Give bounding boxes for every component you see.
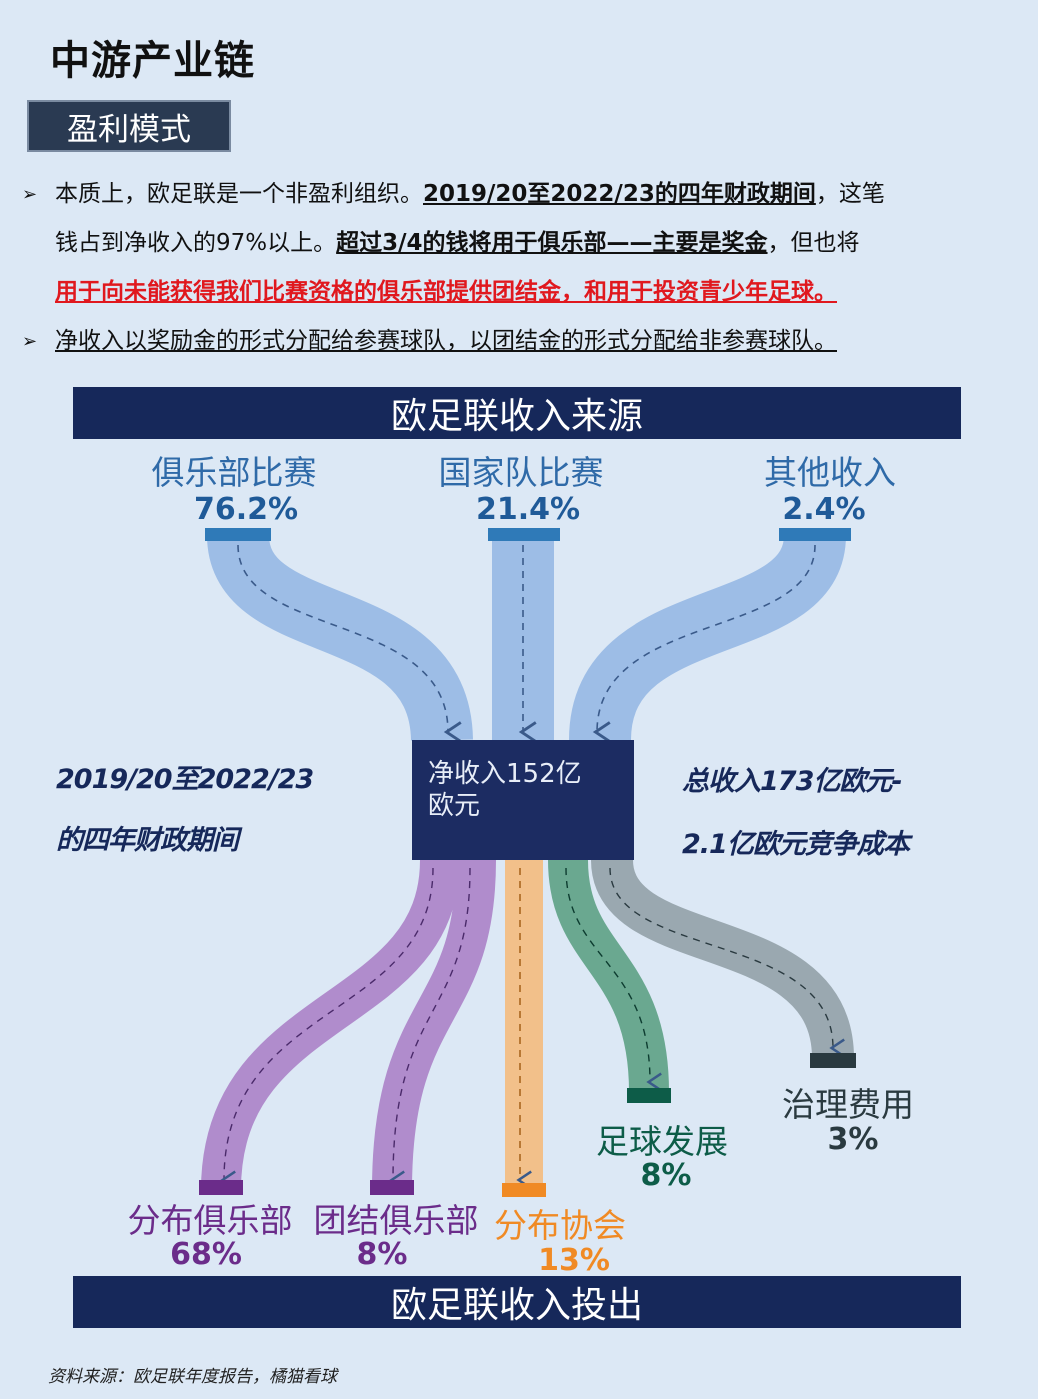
use-label-governance: 治理费用 <box>782 1085 914 1124</box>
bullet-1-part-4: 钱占到净收入的97%以上。 <box>55 230 337 256</box>
flow-distribute-clubs <box>201 859 460 1191</box>
flow-distribute-guide <box>220 867 434 1190</box>
use-pct-associations: 13% <box>538 1243 610 1278</box>
flow-other-income <box>569 532 846 742</box>
left-note-line-1: 2019/20至2022/23 <box>56 764 314 795</box>
bullet-1-part-1: 本质上，欧足联是一个非盈利组织。 <box>55 181 423 207</box>
bullet-1-part-5: 超过3/4的钱将用于俱乐部——主要是奖金 <box>336 230 768 256</box>
bullet-item-2: ➢ 净收入以奖励金的形式分配给参赛球队，以团结金的形式分配给非参赛球队。 <box>22 317 1012 366</box>
source-label-national: 国家队比赛 <box>438 453 604 492</box>
use-cap-distribute <box>199 1180 243 1195</box>
flow-governance-guide <box>609 867 845 1058</box>
bullet-text-1: 本质上，欧足联是一个非盈利组织。2019/20至2022/23的四年财政期间，这… <box>55 170 1012 317</box>
bottom-band: 欧足联收入投出 <box>73 1276 961 1328</box>
page-title: 中游产业链 <box>50 37 255 84</box>
flow-development-guide <box>565 867 662 1092</box>
bullet-1-part-3: ，这笔 <box>815 181 885 207</box>
use-label-associations: 分布协会 <box>494 1206 626 1245</box>
use-pct-distribute-clubs: 68% <box>170 1237 242 1272</box>
use-pct-solidarity-clubs: 8% <box>356 1237 408 1272</box>
bullet-item-1: ➢ 本质上，欧足联是一个非盈利组织。2019/20至2022/23的四年财政期间… <box>22 170 1012 317</box>
section-tag: 盈利模式 <box>27 100 231 152</box>
flow-other-guide <box>592 544 816 743</box>
source-cap-club <box>205 528 271 541</box>
source-pct-national: 21.4% <box>475 492 581 527</box>
use-label-football-development: 足球发展 <box>596 1122 728 1161</box>
flow-club-matches <box>207 532 473 743</box>
bullet-arrow-icon: ➢ <box>22 184 38 205</box>
bullet-arrow-icon: ➢ <box>22 331 38 352</box>
bullet-1-part-6: ，但也将 <box>767 230 860 256</box>
source-pct-club: 76.2% <box>193 492 299 527</box>
flow-solidarity-guide <box>389 867 471 1190</box>
right-note-line-2: 2.1亿欧元竞争成本 <box>682 829 910 860</box>
source-note: 资料来源：欧足联年度报告，橘猫看球 <box>48 1367 337 1387</box>
use-pct-football-development: 8% <box>640 1158 692 1193</box>
use-cap-governance <box>810 1053 856 1068</box>
bullet-1-part-2: 2019/20至2022/23的四年财政期间 <box>423 181 816 207</box>
right-note-line-1: 总收入173亿欧元- <box>682 766 903 797</box>
left-note-line-2: 的四年财政期间 <box>56 825 239 856</box>
source-pct-other: 2.4% <box>782 492 866 527</box>
use-cap-associations <box>502 1183 546 1197</box>
flow-governance <box>591 858 854 1060</box>
bullet-1-part-7: 用于向未能获得我们比赛资格的俱乐部提供团结金，和用于投资青少年足球。 <box>55 279 837 305</box>
net-income-box: 净收入152亿 欧元 <box>412 740 634 860</box>
use-label-solidarity-clubs: 团结俱乐部 <box>313 1201 479 1240</box>
source-cap-national <box>488 528 560 541</box>
bullet-text-2: 净收入以奖励金的形式分配给参赛球队，以团结金的形式分配给非参赛球队。 <box>55 328 837 354</box>
source-label-club: 俱乐部比赛 <box>151 453 317 492</box>
flow-solidarity-clubs <box>372 859 496 1191</box>
use-label-distribute-clubs: 分布俱乐部 <box>127 1201 293 1240</box>
source-label-other: 其他收入 <box>764 453 896 492</box>
top-band: 欧足联收入来源 <box>73 387 961 439</box>
use-cap-solidarity <box>370 1180 414 1195</box>
bullet-list: ➢ 本质上，欧足联是一个非盈利组织。2019/20至2022/23的四年财政期间… <box>22 170 1012 366</box>
net-income-line-1: 净收入152亿 <box>428 759 582 789</box>
flow-club-matches-guide <box>237 544 462 743</box>
use-cap-development <box>627 1088 671 1103</box>
use-pct-governance: 3% <box>827 1122 879 1157</box>
source-cap-other <box>779 528 851 541</box>
net-income-line-2: 欧元 <box>428 791 481 821</box>
